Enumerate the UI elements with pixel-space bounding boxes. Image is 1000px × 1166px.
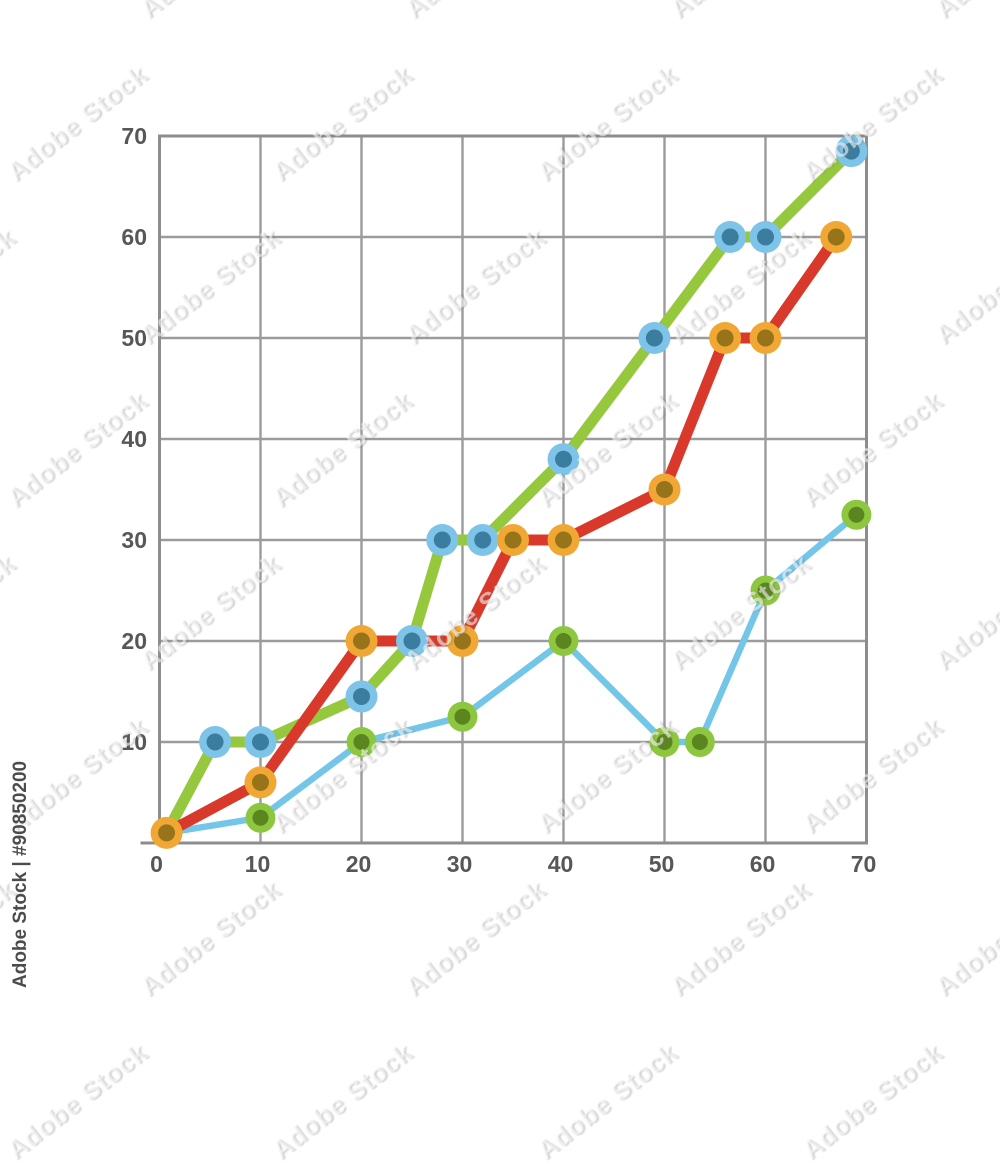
red-series-marker-core <box>353 632 370 650</box>
red-series-marker-core <box>504 531 522 549</box>
green-series-marker-core <box>353 688 370 706</box>
green-series-marker-core <box>721 228 739 246</box>
y-tick-label: 70 <box>121 123 147 149</box>
stock-id-watermark: Adobe Stock | #90850200 <box>10 760 31 988</box>
y-tick-label: 20 <box>121 628 147 654</box>
x-tick-label: 10 <box>245 851 271 877</box>
green-series-marker-core <box>206 733 224 751</box>
green-series-marker-core <box>433 531 451 549</box>
green-series-marker-core <box>842 142 860 160</box>
green-series-marker-core <box>555 450 572 468</box>
light-blue-series-marker-core <box>454 708 471 725</box>
light-blue-series-marker-core <box>252 809 269 826</box>
watermark-text: Adobe Stock <box>0 1036 153 1166</box>
y-tick-label: 60 <box>121 224 147 250</box>
x-tick-label: 0 <box>150 851 163 877</box>
red-series-marker-core <box>454 632 471 650</box>
y-tick-label: 30 <box>121 527 147 553</box>
watermark-text: Adobe Stock <box>530 1036 683 1166</box>
x-tick-label: 40 <box>548 851 574 877</box>
green-series-marker-core <box>252 733 269 751</box>
light-blue-series-marker-core <box>353 734 370 750</box>
red-series-marker-core <box>716 329 734 347</box>
y-tick-label: 10 <box>121 729 147 755</box>
light-blue-series-marker-core <box>757 582 774 599</box>
line-chart: 10 20 30 40 50 60 70 0 10 20 30 40 50 60 70 <box>121 123 877 877</box>
red-series-marker-core <box>827 228 845 246</box>
x-tick-label: 20 <box>346 851 372 877</box>
green-series-marker-core <box>757 228 774 246</box>
green-series-marker-core <box>474 531 492 549</box>
x-tick-label: 50 <box>649 851 675 877</box>
green-series-marker-core <box>645 329 663 347</box>
x-tick-label: 70 <box>851 851 877 877</box>
light-blue-series-marker-core <box>656 734 673 750</box>
red-series-line <box>163 233 841 838</box>
watermark-text: Adobe Stock <box>795 1036 948 1166</box>
x-tick-label: 60 <box>750 851 776 877</box>
red-series-marker-core <box>757 329 774 347</box>
light-blue-series-marker-core <box>848 506 865 523</box>
origin-marker-core <box>158 824 176 842</box>
red-series-marker-core <box>656 481 673 498</box>
watermark-text: Adobe Stock <box>265 1036 418 1166</box>
light-blue-series-marker-core <box>555 633 572 649</box>
red-series-marker-core <box>555 531 572 549</box>
green-series-marker-core <box>403 632 421 650</box>
y-tick-label: 40 <box>121 426 147 452</box>
y-tick-label: 50 <box>121 325 147 351</box>
red-series-marker-core <box>252 773 269 791</box>
x-tick-label: 30 <box>447 851 473 877</box>
light-blue-series-marker-core <box>691 734 708 750</box>
plot-frame <box>158 134 868 845</box>
